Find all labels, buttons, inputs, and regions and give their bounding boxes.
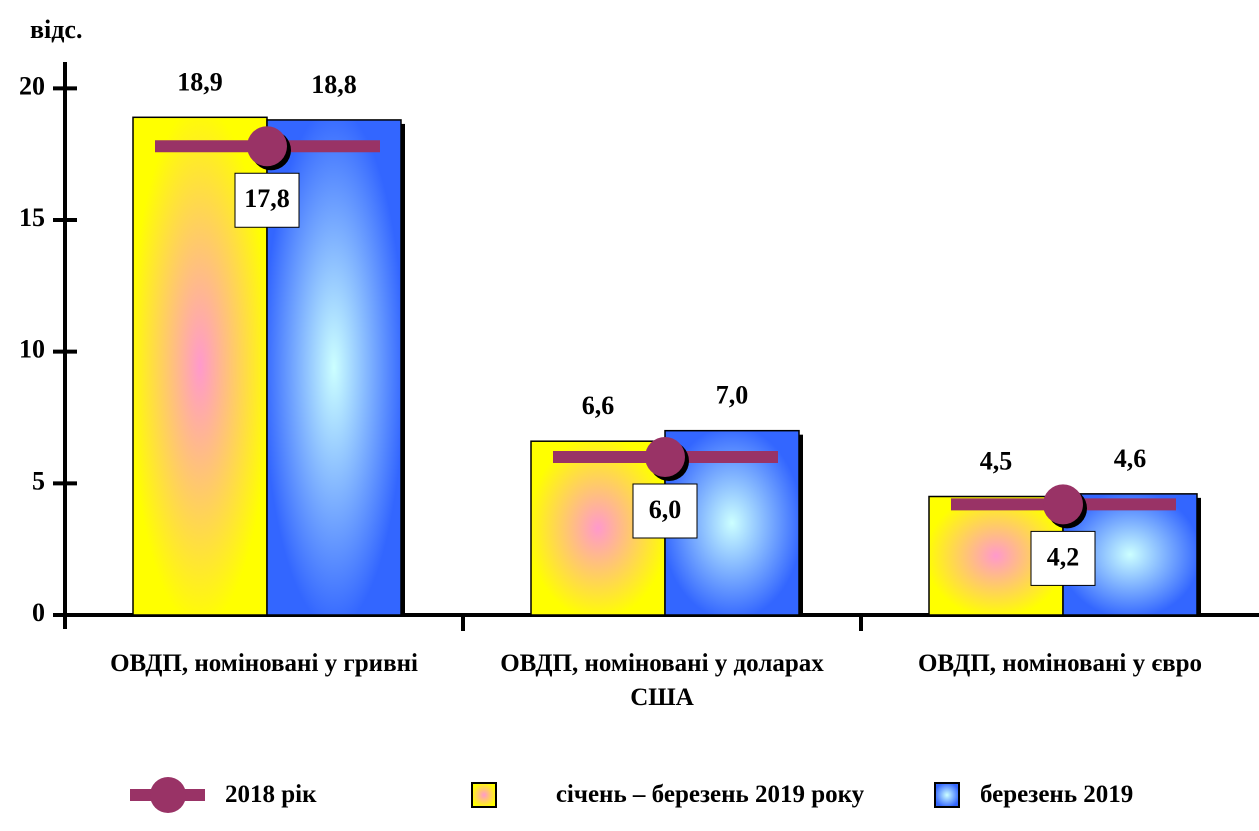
y-tick-label: 15 bbox=[19, 203, 45, 232]
label-box bbox=[632, 483, 698, 539]
data-label: 6,0 bbox=[649, 495, 682, 524]
data-label: 4,2 bbox=[1047, 542, 1080, 571]
y-axis-label: відс. bbox=[30, 15, 82, 44]
data-label: 6,6 bbox=[582, 391, 615, 420]
y-tick-label: 0 bbox=[32, 598, 45, 627]
marker bbox=[645, 437, 685, 477]
marker bbox=[247, 126, 287, 167]
legend-label: березень 2019 bbox=[980, 781, 1134, 808]
y-tick-label: 5 bbox=[32, 466, 45, 495]
data-label: 18,9 bbox=[177, 67, 223, 96]
x-tick-label: ОВДП, номіновані у гривні bbox=[110, 650, 418, 677]
legend-label: січень – березень 2019 року bbox=[555, 781, 865, 808]
legend-marker bbox=[150, 777, 186, 813]
data-label: 18,8 bbox=[311, 70, 357, 99]
legend-swatch bbox=[471, 782, 497, 808]
legend-label: 2018 рік bbox=[225, 781, 317, 808]
label-box bbox=[234, 172, 300, 228]
data-label: 4,5 bbox=[980, 446, 1013, 475]
data-label: 4,6 bbox=[1114, 444, 1147, 473]
y-tick-label: 10 bbox=[19, 335, 45, 364]
legend-swatch bbox=[934, 782, 960, 808]
data-label: 17,8 bbox=[244, 184, 290, 213]
data-label: 7,0 bbox=[716, 381, 749, 410]
label-box bbox=[1030, 530, 1096, 586]
x-tick-label: ОВДП, номіновані у євро bbox=[917, 650, 1203, 677]
x-tick-label: ОВДП, номіновані у доларах США bbox=[500, 650, 824, 711]
y-tick-label: 20 bbox=[19, 71, 45, 100]
marker bbox=[1043, 484, 1083, 525]
